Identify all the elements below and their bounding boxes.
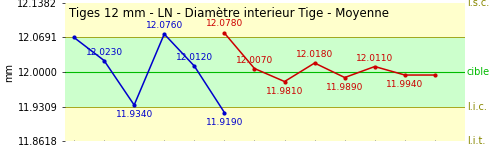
Text: l.i.c.: l.i.c. [467,102,487,112]
Text: 11.9190: 11.9190 [206,117,243,127]
Text: 11.9890: 11.9890 [326,82,364,92]
Text: 11.9340: 11.9340 [116,110,153,119]
Bar [65,37,465,107]
Text: 12.0110: 12.0110 [356,54,394,62]
Text: 12.0180: 12.0180 [296,50,333,59]
Text: 11.9940: 11.9940 [386,80,424,89]
Text: 12.0120: 12.0120 [176,53,213,62]
Text: 11.9810: 11.9810 [266,87,303,96]
Text: 12.0760: 12.0760 [146,21,183,30]
Text: 12.0230: 12.0230 [86,47,122,57]
Text: Tiges 12 mm - LN - Diamètre interieur Tige - Moyenne: Tiges 12 mm - LN - Diamètre interieur Ti… [69,7,389,20]
Text: cible: cible [467,67,490,77]
Text: 12.0070: 12.0070 [236,56,273,65]
Text: 12.0780: 12.0780 [206,19,243,28]
Y-axis label: mm: mm [4,62,15,82]
Text: l.i.t.: l.i.t. [467,136,485,146]
Text: l.s.c.: l.s.c. [467,0,489,8]
